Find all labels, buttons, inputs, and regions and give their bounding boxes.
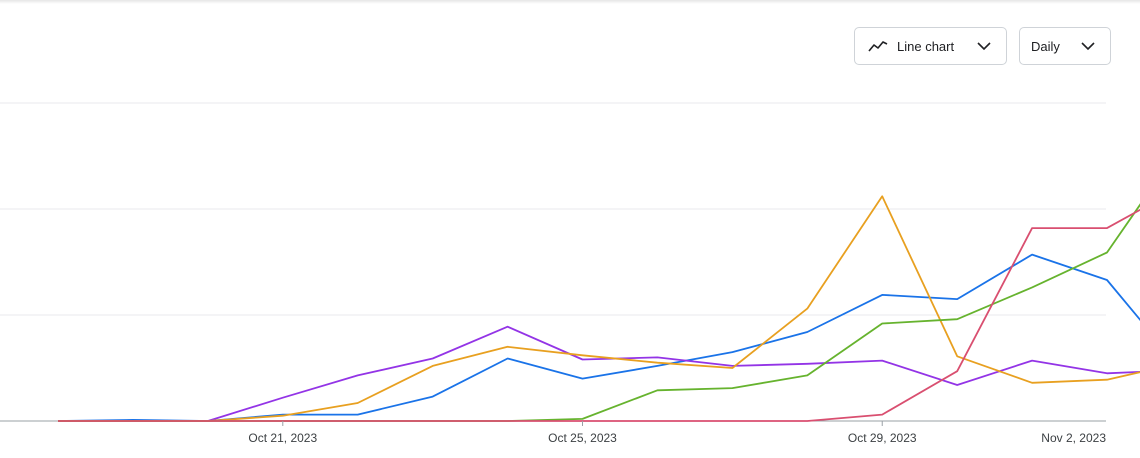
- series-line-1: [57, 253, 1140, 422]
- interval-label: Daily: [1031, 38, 1060, 54]
- series-line-3: [58, 195, 1140, 422]
- series-line-5: [58, 208, 1140, 422]
- chevron-down-icon: [977, 42, 991, 51]
- top-shadow: [0, 0, 1140, 4]
- series-line-2: [58, 325, 1140, 422]
- line-chart-icon: [868, 41, 888, 52]
- chart-type-label: Line chart: [897, 38, 955, 54]
- x-tick-label: Oct 21, 2023: [248, 431, 317, 445]
- x-tick-label: Oct 25, 2023: [548, 431, 617, 445]
- series-line-4: [58, 203, 1140, 422]
- x-tick-label: Oct 29, 2023: [848, 431, 917, 445]
- chevron-down-icon: [1081, 42, 1095, 51]
- chart-type-dropdown[interactable]: Line chart: [854, 27, 1007, 65]
- grid-lines: [0, 102, 1106, 422]
- interval-dropdown[interactable]: Daily: [1019, 27, 1111, 65]
- x-tick-label: Nov 2, 2023: [1041, 431, 1106, 445]
- x-axis-ticks: Oct 21, 2023 Oct 25, 2023 Oct 29, 2023 Nov …: [248, 421, 1106, 445]
- series-lines: [57, 195, 1140, 422]
